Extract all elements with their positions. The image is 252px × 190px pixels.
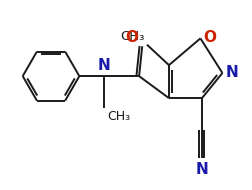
Text: N: N	[195, 162, 208, 177]
Text: CH₃: CH₃	[107, 110, 130, 123]
Text: N: N	[225, 66, 237, 81]
Text: O: O	[125, 30, 138, 45]
Text: N: N	[98, 58, 110, 73]
Text: O: O	[203, 30, 216, 45]
Text: CH₃: CH₃	[120, 30, 144, 43]
